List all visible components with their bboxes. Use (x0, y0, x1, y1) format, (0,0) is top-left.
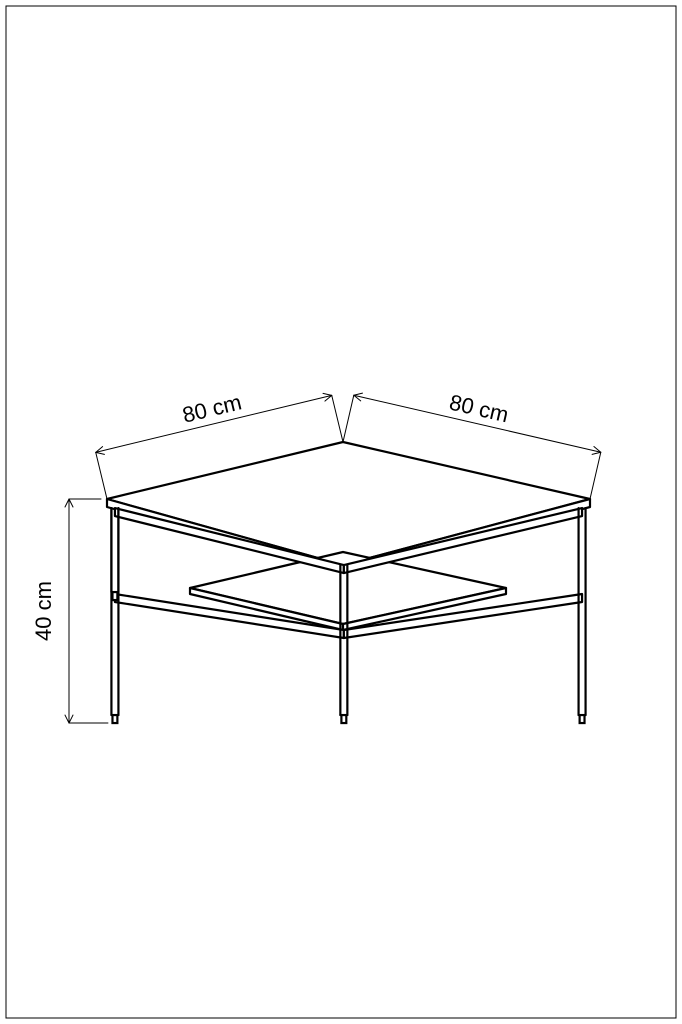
dimension-height-label: 40 cm (31, 581, 56, 641)
page-frame: 80 cm 80 cm 40 cm (0, 0, 682, 1024)
table-drawing (107, 442, 590, 723)
dimension-width-label: 80 cm (180, 389, 244, 427)
dimension-depth-label: 80 cm (447, 390, 511, 428)
diagram-svg: 80 cm 80 cm 40 cm (0, 0, 682, 1024)
